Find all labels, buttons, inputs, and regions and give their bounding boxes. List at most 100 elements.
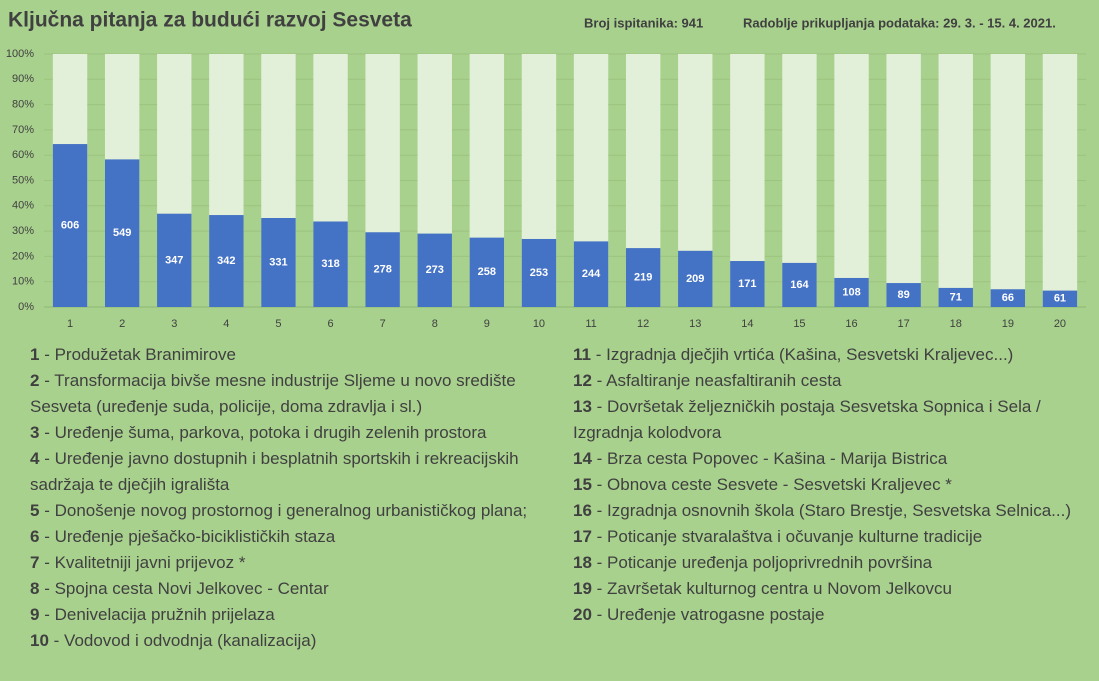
legend-text: - Dovršetak željezničkih postaja Sesvets…	[573, 397, 1041, 442]
bar	[417, 233, 452, 307]
x-tick-label: 13	[689, 318, 701, 330]
x-tick-label: 12	[637, 318, 649, 330]
x-tick-label: 4	[223, 318, 229, 330]
legend-number: 18	[573, 553, 592, 572]
bar	[782, 262, 817, 307]
x-tick-label: 16	[845, 318, 857, 330]
bar	[834, 277, 869, 307]
bar-background	[834, 54, 869, 307]
bar	[521, 238, 557, 307]
data-label: 278	[373, 264, 391, 276]
x-tick-label: 2	[119, 318, 125, 330]
chart-title: Ključna pitanja za budući razvoj Sesveta	[8, 9, 412, 32]
subtitle: Broj ispitanika: 941	[584, 15, 703, 30]
legend-item: 4 - Uređenje javno dostupnih i besplatni…	[30, 446, 575, 498]
legend-number: 1	[30, 345, 40, 364]
legend-item: 11 - Izgradnja dječjih vrtića (Kašina, S…	[573, 342, 1088, 368]
legend-text: - Uređenje vatrogasne postaje	[596, 605, 825, 624]
legend-number: 9	[30, 605, 40, 624]
bar-background	[886, 54, 921, 307]
x-tick-label: 5	[275, 318, 281, 330]
legend-item: 1 - Produžetak Branimirove	[30, 342, 575, 368]
y-tick-label: 20%	[12, 250, 34, 262]
bar-background	[938, 54, 973, 307]
legend-text: - Donošenje novog prostornog i generalno…	[44, 501, 528, 520]
legend-number: 13	[573, 397, 592, 416]
data-label: 549	[113, 227, 131, 239]
x-tick-label: 6	[327, 318, 333, 330]
subtitle: Radoblje prikupljanja podataka: 29. 3. -…	[743, 15, 1056, 30]
legend-text: - Izgradnja osnovnih škola (Staro Brestj…	[596, 501, 1071, 520]
legend-number: 7	[30, 553, 40, 572]
legend-text: - Transformacija bivše mesne industrije …	[30, 371, 516, 416]
legend-item: 10 - Vodovod i odvodnja (kanalizacija)	[30, 628, 575, 654]
y-tick-label: 70%	[12, 124, 34, 136]
bar	[261, 218, 296, 307]
x-tick-label: 7	[380, 318, 386, 330]
legend-text: - Uređenje javno dostupnih i besplatnih …	[30, 449, 519, 494]
bar	[678, 250, 713, 307]
legend-item: 8 - Spojna cesta Novi Jelkovec - Centar	[30, 576, 575, 602]
legend-number: 5	[30, 501, 40, 520]
bar	[365, 232, 400, 307]
legend-item: 3 - Uređenje šuma, parkova, potoka i dru…	[30, 420, 575, 446]
bar-background	[990, 54, 1026, 307]
bar	[469, 237, 505, 307]
data-label: 258	[478, 266, 496, 278]
x-tick-label: 11	[585, 318, 596, 330]
data-label: 89	[898, 289, 910, 301]
bar	[938, 287, 973, 307]
legend-item: 2 - Transformacija bivše mesne industrij…	[30, 368, 575, 420]
data-label: 164	[790, 279, 809, 291]
legend-text: - Spojna cesta Novi Jelkovec - Centar	[44, 579, 329, 598]
y-tick-label: 80%	[12, 99, 34, 111]
y-tick-label: 60%	[12, 149, 34, 161]
legend-item: 12 - Asfaltiranje neasfaltiranih cesta	[573, 368, 1088, 394]
legend-text: - Brza cesta Popovec - Kašina - Marija B…	[596, 449, 948, 468]
x-tick-label: 8	[432, 318, 438, 330]
bar	[157, 213, 192, 307]
data-label: 273	[426, 264, 444, 276]
legend-item: 7 - Kvalitetniji javni prijevoz *	[30, 550, 575, 576]
x-tick-label: 17	[898, 318, 910, 330]
legend-text: - Poticanje stvaralaštva i očuvanje kult…	[596, 527, 983, 546]
legend-number: 16	[573, 501, 592, 520]
legend-text: - Asfaltiranje neasfaltiranih cesta	[596, 371, 842, 390]
x-tick-label: 18	[950, 318, 962, 330]
legend-number: 6	[30, 527, 40, 546]
legend-item: 9 - Denivelacija pružnih prijelaza	[30, 602, 575, 628]
legend-item: 15 - Obnova ceste Sesvete - Sesvetski Kr…	[573, 472, 1088, 498]
bar	[990, 289, 1026, 307]
bar	[625, 248, 661, 307]
bar-background	[1042, 54, 1078, 307]
data-label: 606	[61, 219, 79, 231]
y-tick-label: 50%	[12, 174, 34, 186]
data-label: 71	[950, 291, 962, 303]
bar	[730, 261, 765, 307]
data-label: 253	[530, 267, 548, 279]
y-tick-label: 30%	[12, 225, 34, 237]
data-label: 342	[217, 255, 235, 267]
legend-number: 20	[573, 605, 592, 624]
y-tick-label: 90%	[12, 73, 34, 85]
data-label: 66	[1002, 292, 1014, 304]
legend-item: 18 - Poticanje uređenja poljoprivrednih …	[573, 550, 1088, 576]
legend-number: 14	[573, 449, 592, 468]
legend-text: - Obnova ceste Sesvete - Sesvetski Kralj…	[596, 475, 952, 494]
y-tick-label: 100%	[6, 48, 34, 60]
bar	[313, 221, 348, 307]
x-tick-label: 14	[741, 318, 753, 330]
bar	[886, 283, 921, 307]
chart: Ključna pitanja za budući razvoj Sesveta…	[6, 9, 1086, 330]
legend-number: 8	[30, 579, 40, 598]
legend-text: - Završetak kulturnog centra u Novom Jel…	[596, 579, 952, 598]
x-tick-label: 19	[1002, 318, 1014, 330]
x-tick-label: 20	[1054, 318, 1066, 330]
data-label: 209	[686, 273, 704, 285]
legend-text: - Produžetak Branimirove	[44, 345, 237, 364]
legend-number: 12	[573, 371, 592, 390]
y-tick-label: 0%	[18, 301, 34, 313]
bar	[573, 241, 609, 307]
bar	[52, 144, 88, 307]
